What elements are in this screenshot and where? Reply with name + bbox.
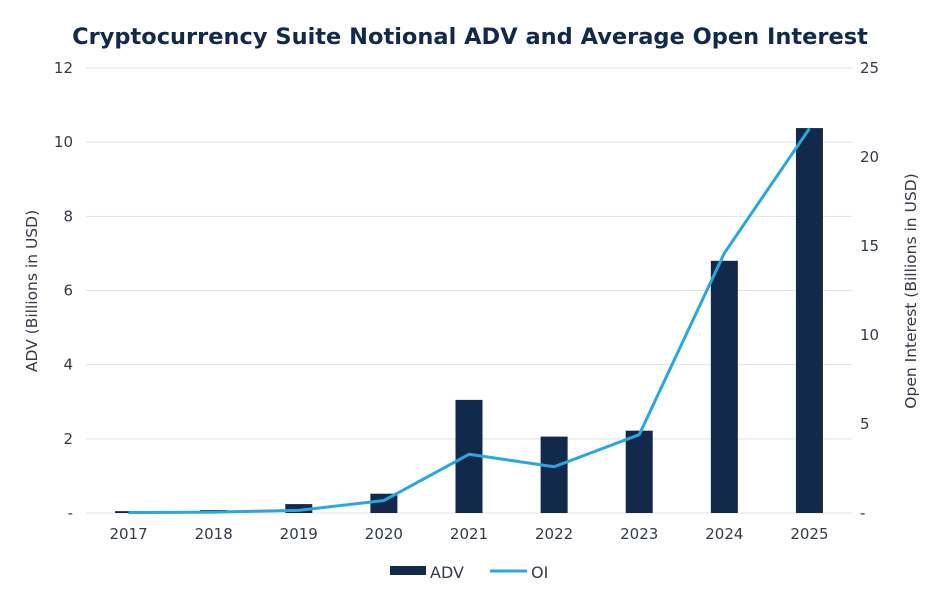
left-tick-label: 6 [63, 282, 73, 300]
gridlines [86, 67, 852, 514]
right-tick-label: 15 [860, 237, 879, 255]
x-tick-label: 2023 [620, 525, 658, 543]
oi-line [128, 127, 811, 515]
legend-adv-label: ADV [430, 563, 464, 582]
right-tick-label: - [860, 504, 865, 522]
x-tick-label: 2024 [705, 525, 743, 543]
left-tick-label: 2 [63, 430, 73, 448]
right-axis-title: Open Interest (Billions in USD) [902, 173, 920, 408]
x-tick-label: 2018 [195, 525, 233, 543]
x-tick-label: 2017 [109, 525, 147, 543]
left-tick-label: 8 [63, 207, 73, 225]
left-tick-label: - [68, 504, 73, 522]
adv-bar [625, 430, 653, 513]
legend-oi-label: OI [531, 563, 548, 582]
adv-bar [540, 436, 568, 513]
left-axis-ticks: - 2 4 6 8 10 12 [54, 59, 73, 522]
adv-bar [710, 260, 738, 513]
left-axis-title: ADV (Billions in USD) [23, 210, 41, 372]
legend-adv-swatch [390, 566, 426, 575]
right-tick-label: 5 [860, 415, 870, 433]
adv-bars [115, 128, 823, 513]
x-axis-ticks: 2017 2018 2019 2020 2021 2022 2023 2024 2025 [109, 525, 828, 543]
right-tick-label: 25 [860, 59, 879, 77]
x-tick-label: 2025 [790, 525, 828, 543]
left-tick-label: 12 [54, 59, 73, 77]
x-tick-label: 2022 [535, 525, 573, 543]
adv-bar [285, 504, 313, 513]
chart-title: Cryptocurrency Suite Notional ADV and Av… [72, 24, 868, 50]
x-tick-label: 2020 [365, 525, 403, 543]
right-tick-label: 10 [860, 326, 879, 344]
left-tick-label: 10 [54, 133, 73, 151]
x-tick-label: 2019 [280, 525, 318, 543]
left-tick-label: 4 [63, 356, 73, 374]
right-tick-label: 20 [860, 148, 879, 166]
x-tick-label: 2021 [450, 525, 488, 543]
oi-line-series [128, 127, 811, 515]
adv-bar [795, 128, 823, 513]
right-axis-ticks: - 5 10 15 20 25 [860, 59, 879, 522]
legend: ADV OI [390, 563, 548, 582]
